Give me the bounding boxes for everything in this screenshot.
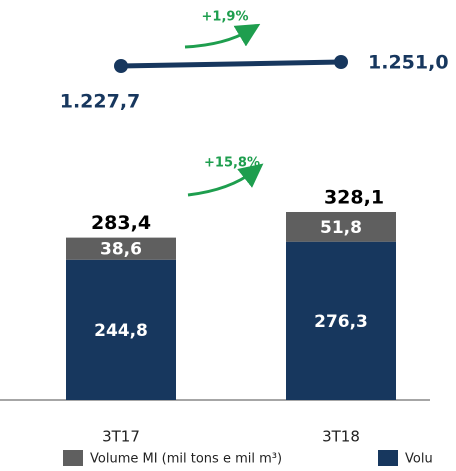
- bar-segment: [66, 259, 176, 400]
- segment-label: 244,8: [94, 321, 148, 341]
- growth-arrow: [184, 23, 261, 49]
- value-label: 1.251,0: [368, 52, 449, 74]
- growth-arrow: [187, 163, 264, 197]
- annotation: +1,9%: [202, 10, 249, 25]
- legend-label: Volu: [405, 452, 433, 467]
- total-label: 328,1: [324, 187, 384, 209]
- x-tick-label: 3T18: [322, 428, 360, 446]
- legend-label: Volume MI (mil tons e mil m³): [90, 452, 282, 467]
- segment-label: 276,3: [314, 312, 368, 332]
- x-tick-label: 3T17: [102, 428, 140, 446]
- annotation: +15,8%: [204, 156, 260, 171]
- total-label: 283,4: [91, 212, 151, 234]
- bar-segment: [66, 237, 176, 260]
- value-label: 1.227,7: [60, 91, 141, 113]
- line: [120, 59, 342, 69]
- legend-swatch: [378, 450, 398, 466]
- point: [114, 59, 128, 73]
- point: [334, 55, 348, 69]
- bar-segment: [286, 241, 396, 400]
- legend-swatch: [63, 450, 83, 466]
- segment-label: 38,6: [100, 240, 142, 260]
- bar-segment: [286, 212, 396, 242]
- segment-label: 51,8: [320, 218, 362, 238]
